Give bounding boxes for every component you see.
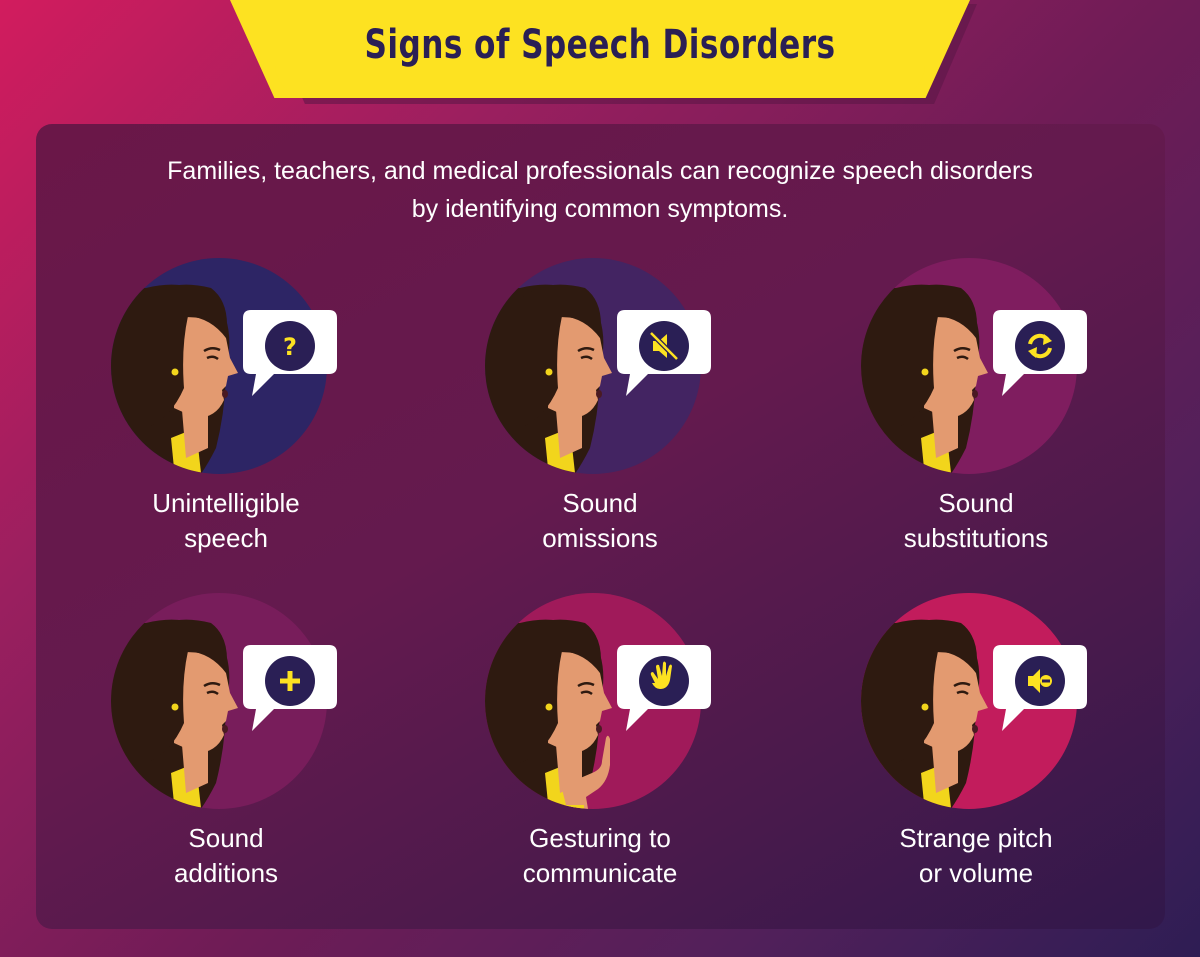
- mouth: [222, 725, 228, 733]
- symptom-label: Unintelligible speech: [152, 488, 300, 553]
- earring: [171, 368, 179, 376]
- face: [174, 317, 238, 418]
- muted-speaker-icon: [649, 331, 679, 361]
- eye: [206, 355, 219, 361]
- hair-front: [146, 619, 227, 763]
- symptom-card-sound-substitutions: Sound substitutions: [826, 258, 1126, 588]
- question-mark-icon: ?: [283, 333, 297, 361]
- eye: [956, 690, 969, 696]
- eye: [956, 355, 969, 361]
- mouth: [222, 390, 228, 398]
- symptom-label: Strange pitch or volume: [899, 823, 1053, 888]
- icon-circle: [265, 321, 315, 371]
- earring: [545, 703, 553, 711]
- raised-hand: [562, 735, 610, 809]
- woman-speaking-illustration: [111, 593, 337, 809]
- symptom-label: Sound substitutions: [903, 488, 1049, 553]
- symptom-card-gesturing: Gesturing to communicate: [450, 593, 750, 923]
- symptom-label: Sound omissions: [542, 488, 658, 553]
- eye: [580, 690, 593, 696]
- hair-front: [146, 284, 227, 428]
- waving-hand-icon: [650, 661, 672, 689]
- woman-speaking-illustration: ?: [111, 258, 337, 474]
- speaker-minus-icon: [1028, 669, 1052, 693]
- hair-front: [896, 619, 977, 763]
- face: [924, 652, 988, 753]
- hair-front: [896, 284, 977, 428]
- face: [548, 317, 612, 418]
- woman-speaking-illustration: [861, 593, 1087, 809]
- symptom-card-unintelligible-speech: ? Unintelligible speech: [76, 258, 376, 588]
- page-title: Signs of Speech Disorders: [364, 22, 836, 68]
- mouth: [596, 390, 602, 398]
- eyebrow: [203, 682, 221, 688]
- sleeve-cuff: [554, 805, 584, 809]
- hair-front: [520, 619, 601, 763]
- eyebrow: [953, 682, 971, 688]
- intro-line-2: by identifying common symptoms.: [411, 195, 789, 223]
- symptom-label: Gesturing to communicate: [522, 823, 678, 888]
- eye: [580, 355, 593, 361]
- plus-icon: [280, 671, 300, 691]
- mouth: [972, 725, 978, 733]
- eye: [206, 690, 219, 696]
- mouth: [972, 390, 978, 398]
- title-banner-base: [275, 0, 925, 98]
- intro-line-1: Families, teachers, and medical professi…: [167, 157, 1033, 185]
- woman-speaking-illustration: [485, 258, 711, 474]
- earring: [171, 703, 179, 711]
- eyebrow: [953, 347, 971, 353]
- face: [174, 652, 238, 753]
- face: [924, 317, 988, 418]
- eyebrow: [203, 347, 221, 353]
- icon-circle: [1015, 321, 1065, 371]
- earring: [545, 368, 553, 376]
- hair-front: [520, 284, 601, 428]
- eyebrow: [577, 347, 595, 353]
- symptom-card-sound-additions: Sound additions: [76, 593, 376, 923]
- svg-text:?: ?: [283, 333, 297, 361]
- earring: [921, 703, 929, 711]
- woman-speaking-illustration: [861, 258, 1087, 474]
- intro-text: Families, teachers, and medical professi…: [60, 152, 1140, 228]
- symptom-label: Sound additions: [173, 823, 279, 888]
- symptom-card-sound-omissions: Sound omissions: [450, 258, 750, 588]
- mouth: [596, 725, 602, 733]
- earring: [921, 368, 929, 376]
- eyebrow: [577, 682, 595, 688]
- woman-speaking-illustration: [485, 593, 711, 809]
- refresh-arrows-icon: [1028, 333, 1052, 359]
- face: [548, 652, 612, 753]
- symptom-card-pitch-volume: Strange pitch or volume: [826, 593, 1126, 923]
